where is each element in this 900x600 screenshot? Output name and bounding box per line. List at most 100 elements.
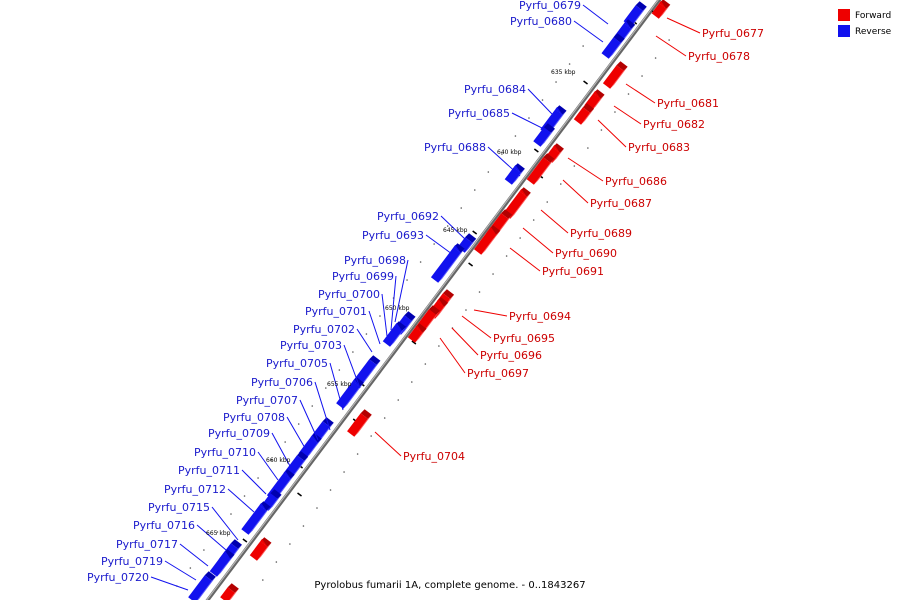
reverse-gene-label[interactable]: Pyrfu_0710 <box>194 446 256 459</box>
reverse-gene-label[interactable]: Pyrfu_0717 <box>116 538 178 551</box>
legend-swatch-forward <box>838 9 850 21</box>
forward-gene-block-side <box>659 0 671 9</box>
reverse-gene-label[interactable]: Pyrfu_0716 <box>133 519 195 532</box>
reverse-gene-label[interactable]: Pyrfu_0707 <box>236 394 298 407</box>
axis-tick <box>411 340 417 345</box>
reverse-gene-label[interactable]: Pyrfu_0692 <box>377 210 439 223</box>
reverse-gene-block-top <box>620 24 636 43</box>
reverse-gene-label[interactable]: Pyrfu_0684 <box>464 83 526 96</box>
reverse-gene-label[interactable]: Pyrfu_0679 <box>519 0 581 12</box>
trail-dot <box>654 57 657 59</box>
reverse-gene-block-side <box>310 433 322 443</box>
forward-gene-label[interactable]: Pyrfu_0683 <box>628 141 690 154</box>
forward-gene-block[interactable] <box>407 323 427 343</box>
forward-gene-block[interactable] <box>602 61 628 89</box>
reverse-gene-label[interactable]: Pyrfu_0688 <box>424 141 486 154</box>
forward-gene-label[interactable]: Pyrfu_0704 <box>403 450 465 463</box>
reverse-gene-block-side <box>230 539 242 549</box>
reverse-gene-label[interactable]: Pyrfu_0703 <box>280 339 342 352</box>
reverse-gene-label[interactable]: Pyrfu_0715 <box>148 501 210 514</box>
forward-gene-block-side <box>489 225 501 235</box>
forward-gene-block-side <box>436 297 449 307</box>
reverse-gene-label[interactable]: Pyrfu_0709 <box>208 427 270 440</box>
reverse-gene-label[interactable]: Pyrfu_0708 <box>223 411 285 424</box>
reverse-gene-label[interactable]: Pyrfu_0720 <box>87 571 149 584</box>
reverse-gene-block[interactable] <box>613 19 636 43</box>
reverse-gene-block[interactable] <box>241 501 271 535</box>
forward-gene-label[interactable]: Pyrfu_0686 <box>605 175 667 188</box>
trail-dot <box>478 291 481 293</box>
forward-gene-label[interactable]: Pyrfu_0691 <box>542 265 604 278</box>
trail-dot <box>297 423 300 425</box>
forward-gene-label[interactable]: Pyrfu_0681 <box>657 97 719 110</box>
axis-tick <box>297 492 302 497</box>
reverse-gene-label[interactable]: Pyrfu_0693 <box>362 229 424 242</box>
reverse-gene-label[interactable]: Pyrfu_0698 <box>344 254 406 267</box>
reverse-gene-block-front <box>601 37 621 59</box>
forward-gene-block-top <box>591 94 605 111</box>
reverse-gene-label[interactable]: Pyrfu_0702 <box>293 323 355 336</box>
forward-gene-block[interactable] <box>526 153 555 185</box>
reverse-gene-block-arrowhead <box>453 244 461 253</box>
forward-gene-block[interactable] <box>573 103 595 125</box>
forward-gene-block-top <box>610 66 628 89</box>
reverse-gene-label[interactable]: Pyrfu_0685 <box>448 107 510 120</box>
forward-gene-block[interactable] <box>503 187 531 219</box>
forward-gene-label[interactable]: Pyrfu_0677 <box>702 27 764 40</box>
reverse-gene-block[interactable] <box>504 163 525 185</box>
forward-gene-label[interactable]: Pyrfu_0690 <box>555 247 617 260</box>
forward-gene-label[interactable]: Pyrfu_0694 <box>509 310 571 323</box>
forward-gene-block-front <box>573 107 591 125</box>
forward-gene-label[interactable]: Pyrfu_0696 <box>480 349 542 362</box>
forward-gene-label[interactable]: Pyrfu_0695 <box>493 332 555 345</box>
forward-gene-block-arrowhead <box>659 0 667 9</box>
reverse-gene-block[interactable] <box>188 571 216 600</box>
forward-gene-block-side <box>415 323 427 333</box>
legend-swatch-reverse <box>838 25 850 37</box>
forward-gene-label[interactable]: Pyrfu_0687 <box>590 197 652 210</box>
trail-dot <box>614 111 616 113</box>
reverse-gene-label[interactable]: Pyrfu_0706 <box>251 376 313 389</box>
reverse-gene-label[interactable]: Pyrfu_0711 <box>178 464 240 477</box>
reverse-gene-block[interactable] <box>209 549 235 577</box>
reverse-gene-block-top <box>305 438 322 459</box>
reverse-gene-label[interactable]: Pyrfu_0699 <box>332 270 394 283</box>
forward-gene-label[interactable]: Pyrfu_0682 <box>643 118 705 131</box>
reverse-gene-block[interactable] <box>601 33 625 59</box>
forward-gene-block-side <box>260 537 272 547</box>
reverse-gene-block[interactable] <box>430 243 465 283</box>
leader-layer <box>150 4 701 591</box>
reverse-gene-label[interactable]: Pyrfu_0705 <box>266 357 328 370</box>
reverse-gene-block-side <box>513 163 525 173</box>
forward-gene-label[interactable]: Pyrfu_0697 <box>467 367 529 380</box>
forward-gene-block-front <box>347 413 368 437</box>
trail-dot <box>519 237 521 239</box>
forward-leader-line <box>540 209 569 234</box>
forward-gene-block[interactable] <box>249 537 272 561</box>
reverse-gene-block[interactable] <box>382 321 407 347</box>
forward-gene-block[interactable] <box>220 583 239 600</box>
reverse-leader-line <box>390 275 397 331</box>
forward-gene-block-side <box>543 153 555 163</box>
forward-leader-line <box>461 315 492 339</box>
reverse-gene-label[interactable]: Pyrfu_0719 <box>101 555 163 568</box>
reverse-gene-label[interactable]: Pyrfu_0701 <box>305 305 367 318</box>
forward-gene-block[interactable] <box>347 409 372 437</box>
reverse-leader-line <box>582 4 609 25</box>
axis-tick <box>468 262 474 267</box>
trail-dot <box>352 351 354 353</box>
forward-gene-block[interactable] <box>474 225 501 255</box>
forward-gene-label[interactable]: Pyrfu_0678 <box>688 50 750 63</box>
forward-gene-block-side <box>519 187 531 197</box>
forward-gene-block[interactable] <box>651 0 671 19</box>
forward-gene-block-top <box>256 542 272 561</box>
scale-label: 635 kbp <box>551 69 576 76</box>
reverse-gene-block-front <box>430 247 461 283</box>
reverse-gene-label[interactable]: Pyrfu_0680 <box>510 15 572 28</box>
forward-gene-block-arrowhead <box>593 90 601 99</box>
forward-gene-label[interactable]: Pyrfu_0689 <box>570 227 632 240</box>
reverse-gene-block[interactable] <box>533 123 556 147</box>
trail-dot <box>555 81 557 83</box>
reverse-gene-label[interactable]: Pyrfu_0700 <box>318 288 380 301</box>
reverse-gene-label[interactable]: Pyrfu_0712 <box>164 483 226 496</box>
